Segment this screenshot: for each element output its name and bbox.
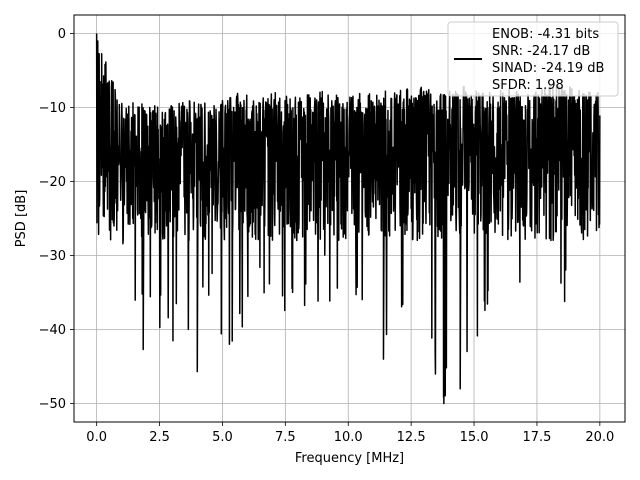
x-tick-label: 20.0 [585,430,614,445]
psd-line [95,33,601,405]
legend-box [447,21,619,97]
legend-entry: SFDR: 1.98 [492,78,564,93]
x-tick-label: 10.0 [334,430,363,445]
y-axis-label: PSD [dB] [14,190,29,248]
plot-frame [73,14,626,423]
y-tick-label: −10 [39,101,66,116]
legend-entry: SNR: -24.17 dB [492,44,590,59]
y-axis: 0 −10 −20 −30 −40 −50 [39,27,74,412]
x-tick-label: 12.5 [397,430,426,445]
y-tick-label: −30 [39,249,66,264]
x-tick-label: 15.0 [460,430,489,445]
x-tick-label: 2.5 [149,430,170,445]
legend-entry: ENOB: -4.31 bits [492,27,599,42]
x-tick-label: 7.5 [275,430,296,445]
y-tick-label: −40 [39,323,66,338]
x-tick-label: 17.5 [522,430,551,445]
x-axis: 0.0 2.5 5.0 7.5 10.0 12.5 15.0 17.5 20.0 [86,422,614,445]
y-tick-label: 0 [58,27,66,42]
x-axis-label: Frequency [MHz] [295,451,404,466]
legend-entry: SINAD: -24.19 dB [492,61,604,76]
x-tick-label: 0.0 [86,430,107,445]
x-tick-label: 5.0 [212,430,233,445]
y-tick-label: −20 [39,175,66,190]
legend: ENOB: -4.31 bits SNR: -24.17 dB SINAD: -… [447,21,619,97]
y-tick-label: −50 [39,397,66,412]
psd-series [95,33,601,405]
